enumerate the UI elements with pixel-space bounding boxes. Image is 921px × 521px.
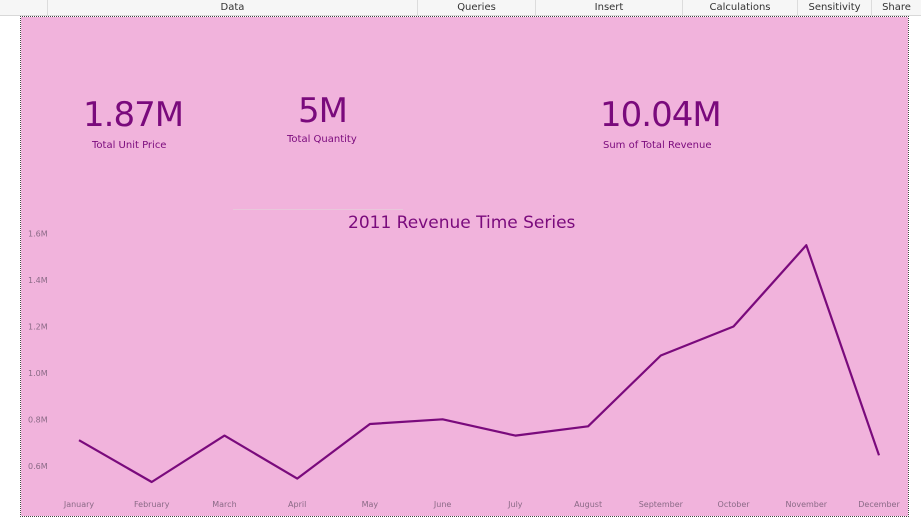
ribbon-group-insert[interactable]: Insert [535, 0, 682, 15]
data-point[interactable] [366, 420, 374, 428]
data-point[interactable] [511, 432, 519, 440]
chart-title: 2011 Revenue Time Series [348, 213, 576, 233]
x-tick-label: May [362, 500, 379, 509]
x-tick-label: September [639, 500, 684, 509]
x-tick-label: November [785, 500, 827, 509]
kpi-total-unit-price-value[interactable]: 1.87M [83, 95, 184, 135]
data-point[interactable] [75, 436, 83, 444]
ribbon-group-sensitivity[interactable]: Sensitivity [797, 0, 871, 15]
kpi-total-quantity-value[interactable]: 5M [298, 91, 348, 131]
data-point[interactable] [148, 478, 156, 486]
y-tick-label: 1.2M [28, 322, 48, 331]
data-point[interactable] [730, 322, 738, 330]
revenue-series-line[interactable] [78, 244, 881, 484]
kpi-total-quantity-label: Total Quantity [287, 134, 357, 145]
data-point[interactable] [875, 451, 883, 459]
ribbon-group-queries[interactable]: Queries [417, 0, 535, 15]
y-tick-label: 0.6M [28, 462, 48, 471]
report-canvas: 1.87M Total Unit Price 5M Total Quantity… [21, 17, 908, 516]
x-tick-label: October [718, 500, 751, 509]
y-tick-label: 1.6M [28, 230, 48, 239]
data-point[interactable] [802, 241, 810, 249]
data-point[interactable] [439, 415, 447, 423]
data-point[interactable] [657, 352, 665, 360]
x-tick-label: April [288, 500, 306, 509]
title-divider [233, 209, 403, 210]
ribbon-group-share[interactable]: Share [871, 0, 921, 15]
x-tick-label: August [574, 500, 602, 509]
y-tick-label: 1.0M [28, 369, 48, 378]
report-canvas-frame: 1.87M Total Unit Price 5M Total Quantity… [20, 16, 909, 517]
x-tick-label: January [63, 500, 95, 509]
x-tick-label: June [433, 500, 452, 509]
x-tick-label: December [858, 500, 900, 509]
x-tick-label: July [507, 500, 523, 509]
revenue-line-chart[interactable]: 0.6M 0.8M 1.0M 1.2M 1.4M 1.6M January February M… [21, 17, 908, 516]
kpi-total-revenue-label: Sum of Total Revenue [603, 140, 712, 151]
data-point[interactable] [220, 432, 228, 440]
x-tick-label: February [134, 500, 170, 509]
ribbon-group-data[interactable]: Data [47, 0, 417, 15]
y-tick-label: 0.8M [28, 415, 48, 424]
data-point[interactable] [584, 422, 592, 430]
ribbon-group-calculations[interactable]: Calculations [682, 0, 797, 15]
data-point[interactable] [293, 475, 301, 483]
y-tick-label: 1.4M [28, 276, 48, 285]
x-tick-label: March [212, 500, 236, 509]
kpi-total-revenue-value[interactable]: 10.04M [600, 95, 722, 135]
kpi-total-unit-price-label: Total Unit Price [92, 140, 167, 151]
ribbon-bar: Data Queries Insert Calculations Sensiti… [0, 0, 921, 16]
